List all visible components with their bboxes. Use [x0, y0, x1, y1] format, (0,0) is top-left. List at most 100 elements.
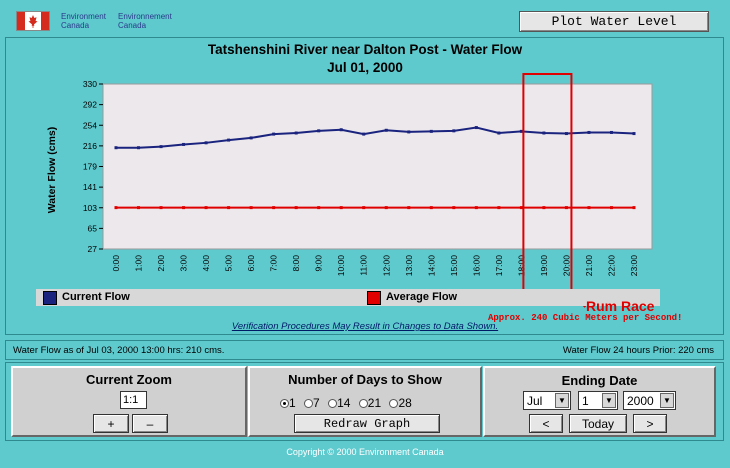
radio-21-icon[interactable] [358, 399, 368, 409]
data-point [384, 206, 388, 210]
data-point [587, 130, 591, 134]
y-tick-label: 330 [83, 79, 97, 89]
data-point [137, 146, 141, 150]
flow-chart: Water Flow (cms) 330 292 254 216 179 141 103 65… [46, 73, 653, 308]
data-point [362, 132, 366, 136]
ending-date-group: Ending Date Jul ▼ 1 ▼ 2000 ▼ < Today > [483, 366, 716, 437]
chart-subtitle: Jul 01, 2000 [327, 60, 403, 75]
data-point [204, 141, 208, 145]
data-point [429, 129, 433, 133]
days-option-28[interactable]: 28 [389, 396, 412, 410]
zoom-input[interactable]: 1:1 [120, 391, 147, 409]
days-option-21[interactable]: 21 [358, 396, 381, 410]
status-current-flow: Water Flow as of Jul 03, 2000 13:00 hrs:… [13, 345, 225, 356]
agency-line1-en: Environment [61, 12, 106, 21]
agency-line2-fr: Canada [118, 21, 147, 30]
chevron-down-icon[interactable]: ▼ [555, 393, 569, 408]
x-tick-label: 4:00 [201, 255, 211, 272]
chart-title: Tatshenshini River near Dalton Post - Wa… [207, 42, 523, 57]
data-point [609, 130, 613, 134]
verification-note: Verification Procedures May Result in Ch… [231, 321, 499, 332]
x-tick-label: 3:00 [179, 255, 189, 272]
today-button[interactable]: Today [569, 414, 627, 433]
data-point [564, 132, 568, 136]
chevron-down-icon[interactable]: ▼ [602, 393, 616, 408]
next-day-button[interactable]: > [633, 414, 667, 433]
agency-line1-fr: Environnement [118, 12, 172, 21]
x-tick-label: 9:00 [314, 255, 324, 272]
radio-28-icon[interactable] [389, 399, 399, 409]
status-prior-flow: Water Flow 24 hours Prior: 220 cms [562, 345, 714, 356]
data-point [272, 132, 276, 136]
plot-water-level-button[interactable]: Plot Water Level [519, 11, 709, 32]
agency-wordmark-en: Environment Canada [61, 12, 106, 30]
legend-average-swatch [367, 291, 381, 305]
data-point [542, 131, 546, 135]
x-tick-label: 8:00 [291, 255, 301, 272]
data-point [609, 206, 613, 210]
zoom-in-button[interactable]: + [93, 414, 129, 433]
data-point [317, 206, 321, 210]
data-point [294, 131, 298, 135]
zoom-out-button[interactable]: – [132, 414, 168, 433]
data-point [182, 142, 186, 146]
year-select[interactable]: 2000 ▼ [623, 391, 676, 410]
y-tick-label: 292 [83, 100, 97, 110]
days-option-1[interactable]: 1 [280, 396, 296, 410]
y-tick-label: 141 [83, 182, 97, 192]
zoom-title: Current Zoom [86, 372, 172, 387]
y-tick-label: 27 [88, 244, 98, 254]
days-radio-group: 1 7 14 21 28 [280, 396, 412, 410]
days-group: Number of Days to Show 1 7 14 21 28 Redr… [248, 366, 482, 437]
x-tick-label: 23:00 [629, 255, 639, 277]
redraw-graph-button[interactable]: Redraw Graph [294, 414, 440, 433]
days-option-14[interactable]: 14 [328, 396, 350, 410]
legend-current-swatch [43, 291, 57, 305]
legend-current-label: Current Flow [62, 291, 130, 303]
controls-panel [5, 362, 724, 441]
radio-1-icon[interactable] [280, 399, 289, 409]
data-point [294, 206, 298, 210]
x-tick-label: 1:00 [134, 255, 144, 272]
data-point [474, 206, 478, 210]
x-tick-label: 16:00 [471, 255, 481, 277]
y-tick-label: 179 [83, 162, 97, 172]
data-point [159, 145, 163, 149]
x-tick-label: 13:00 [404, 255, 414, 277]
x-tick-label: 0:00 [111, 255, 121, 272]
data-point [227, 206, 231, 210]
radio-14-icon[interactable] [328, 399, 338, 409]
x-tick-label: 18:00 [516, 255, 526, 277]
data-point [519, 129, 523, 133]
data-point [497, 131, 501, 135]
copyright: Copyright © 2000 Environment Canada [286, 447, 444, 457]
annotation-title: Rum Race [586, 298, 655, 314]
chevron-down-icon[interactable]: ▼ [660, 393, 674, 408]
data-point [317, 129, 321, 133]
previous-day-button[interactable]: < [529, 414, 563, 433]
x-tick-label: 2:00 [156, 255, 166, 272]
data-point [407, 130, 411, 134]
day-select[interactable]: 1 ▼ [578, 391, 618, 410]
legend-average-label: Average Flow [386, 291, 458, 303]
data-point [339, 206, 343, 210]
status-bar: Water Flow as of Jul 03, 2000 13:00 hrs:… [5, 340, 724, 360]
data-point [272, 206, 276, 210]
chart-legend: Current Flow Average Flow [36, 289, 660, 306]
zoom-group: Current Zoom 1:1 + – [11, 366, 247, 437]
x-tick-label: 19:00 [539, 255, 549, 277]
agency-line2-en: Canada [61, 21, 90, 30]
data-point [452, 206, 456, 210]
days-option-7[interactable]: 7 [304, 396, 320, 410]
radio-7-icon[interactable] [304, 399, 314, 409]
annotation-detail: Approx. 240 Cubic Meters per Second! [488, 313, 683, 323]
x-tick-label: 10:00 [336, 255, 346, 277]
month-select[interactable]: Jul ▼ [523, 391, 571, 410]
data-point [249, 136, 253, 140]
x-tick-label: 22:00 [606, 255, 616, 277]
plot-area [102, 83, 653, 250]
day-value: 1 [582, 393, 589, 408]
data-point [632, 206, 636, 210]
data-point [452, 129, 456, 133]
data-point [384, 128, 388, 132]
